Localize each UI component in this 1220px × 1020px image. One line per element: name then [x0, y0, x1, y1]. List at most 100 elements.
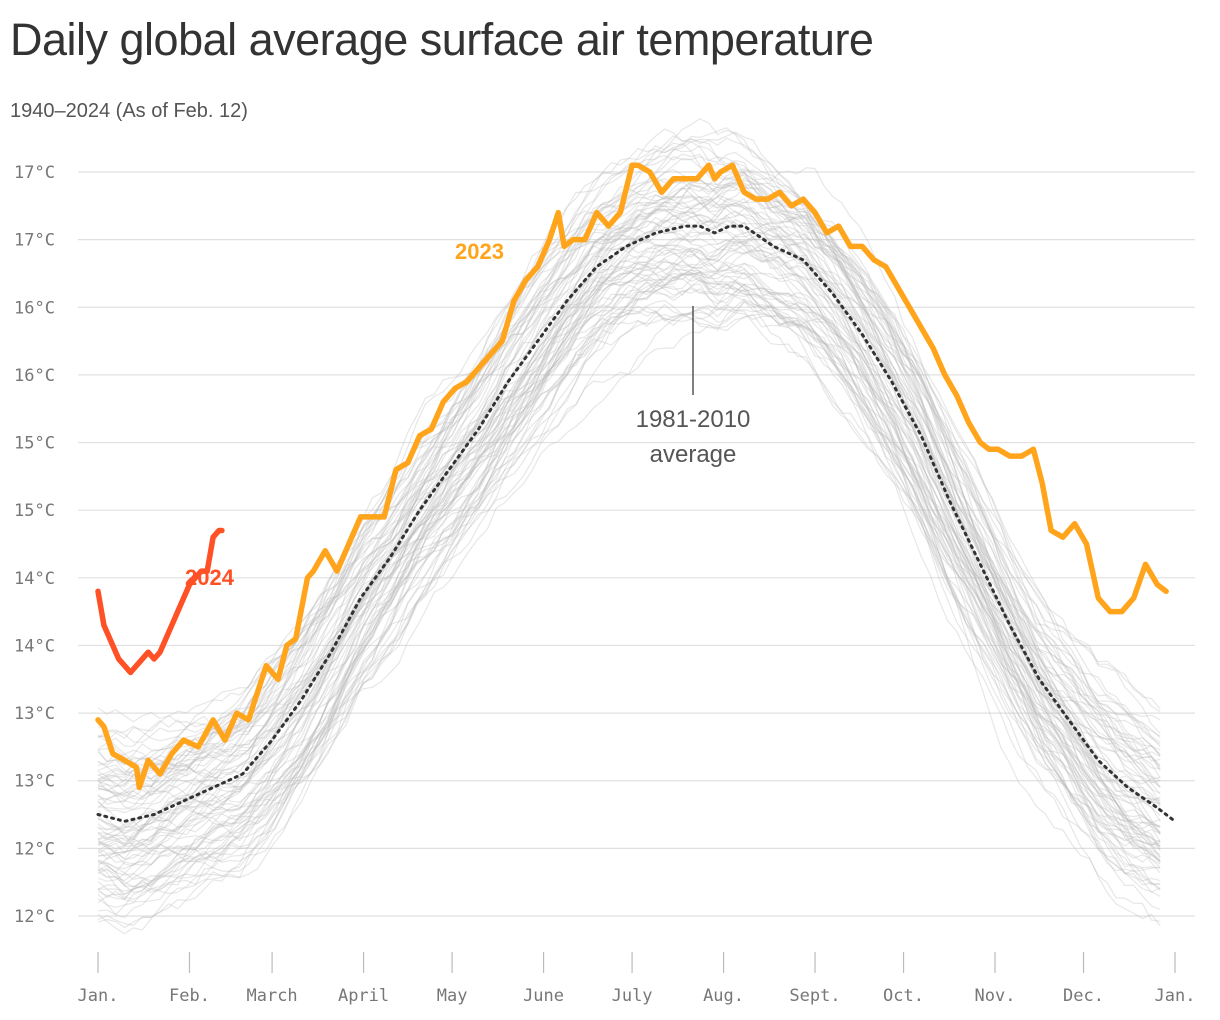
- x-tick-label: July: [612, 986, 653, 1006]
- history-year-line: [97, 167, 1161, 776]
- series-2024-line: [95, 527, 225, 676]
- average-line-group: [96, 224, 1177, 823]
- series-2023-group: [95, 162, 1169, 791]
- history-year-line: [97, 168, 1161, 787]
- history-year-line: [97, 135, 1161, 772]
- history-year-line: [97, 172, 1161, 792]
- history-year-line: [97, 186, 1161, 800]
- history-year-line: [97, 277, 1161, 888]
- x-tick-label: June: [523, 986, 564, 1006]
- average-annotation-line: 1981-2010: [636, 406, 751, 433]
- history-year-line: [97, 242, 1161, 847]
- x-tick-label: April: [338, 986, 389, 1006]
- history-year-line: [97, 268, 1161, 894]
- history-year-line: [97, 196, 1161, 810]
- history-year-line: [97, 214, 1161, 835]
- history-year-line: [97, 218, 1161, 818]
- history-year-line: [97, 220, 1161, 836]
- x-tick-label: Aug.: [703, 986, 744, 1006]
- history-year-line: [97, 281, 1161, 876]
- y-tick-label: 16°C: [14, 298, 55, 318]
- history-year-line: [97, 246, 1161, 865]
- average-annotation-line: average: [650, 441, 737, 468]
- history-year-line: [97, 298, 1161, 927]
- history-year-line: [97, 235, 1161, 847]
- history-year-line: [97, 176, 1161, 776]
- label-2023: 2023: [455, 239, 504, 264]
- y-tick-label: 13°C: [14, 772, 55, 792]
- x-axis-ticks: Jan. Feb. March April May June July Aug. Sept. Oc…: [78, 952, 1196, 1006]
- history-year-line: [97, 258, 1161, 855]
- history-year-line: [97, 249, 1161, 854]
- y-axis-ticks: 12°C 12°C 13°C 13°C 14°C 14°C 15°C 15°C 16°C 16°C…: [14, 163, 55, 927]
- history-year-line: [97, 183, 1161, 781]
- history-year-line: [97, 277, 1161, 860]
- history-year-line: [97, 268, 1161, 892]
- chart-subtitle: 1940–2024 (As of Feb. 12): [10, 100, 248, 122]
- history-year-line: [97, 155, 1161, 765]
- history-year-line: [97, 260, 1161, 882]
- y-tick-label: 14°C: [14, 636, 55, 656]
- history-year-line: [97, 195, 1161, 814]
- series-average-line: [96, 224, 1177, 823]
- history-year-line: [97, 210, 1161, 832]
- history-year-line: [97, 181, 1161, 766]
- history-year-line: [97, 196, 1161, 805]
- history-year-line: [97, 261, 1161, 867]
- y-tick-label: 16°C: [14, 366, 55, 386]
- history-year-line: [97, 208, 1161, 811]
- history-year-line: [97, 260, 1161, 867]
- history-year-line: [97, 272, 1161, 901]
- x-tick-label: Nov.: [975, 986, 1016, 1006]
- series-2023-line: [95, 162, 1169, 791]
- history-year-line: [97, 194, 1161, 804]
- history-year-line: [97, 312, 1161, 935]
- x-tick-label: Feb.: [169, 986, 210, 1006]
- x-tick-label: Jan.: [1155, 986, 1196, 1006]
- history-year-line: [97, 255, 1161, 886]
- chart-title: Daily global average surface air tempera…: [10, 14, 874, 65]
- y-tick-label: 15°C: [14, 501, 55, 521]
- history-year-line: [97, 228, 1161, 850]
- y-tick-label: 13°C: [14, 704, 55, 724]
- history-year-line: [97, 177, 1161, 785]
- historical-years-lines: [97, 118, 1161, 935]
- history-year-line: [97, 299, 1161, 908]
- label-2024: 2024: [185, 565, 235, 590]
- history-year-line: [97, 274, 1161, 884]
- history-year-line: [97, 240, 1161, 855]
- history-year-line: [97, 303, 1161, 929]
- history-year-line: [97, 236, 1161, 847]
- history-year-line: [97, 279, 1161, 900]
- history-year-line: [97, 187, 1161, 788]
- history-year-line: [97, 239, 1161, 873]
- grid-lines: [78, 171, 1195, 917]
- history-year-line: [97, 151, 1161, 767]
- history-year-line: [97, 171, 1161, 782]
- history-year-line: [97, 300, 1161, 895]
- history-year-line: [97, 236, 1161, 840]
- x-tick-label: Dec.: [1063, 986, 1104, 1006]
- series-2024-group: [95, 527, 225, 676]
- history-year-line: [97, 221, 1161, 856]
- history-year-line: [97, 200, 1161, 830]
- history-year-line: [97, 267, 1161, 864]
- history-year-line: [97, 208, 1161, 838]
- history-year-line: [97, 288, 1161, 919]
- y-tick-label: 15°C: [14, 434, 55, 454]
- x-tick-label: Sept.: [789, 986, 840, 1006]
- history-year-line: [97, 177, 1161, 809]
- y-tick-label: 17°C: [14, 231, 55, 251]
- history-year-line: [97, 288, 1161, 897]
- history-year-line: [97, 226, 1161, 846]
- history-year-line: [97, 271, 1161, 904]
- history-year-line: [97, 301, 1161, 900]
- x-tick-label: Jan.: [78, 986, 119, 1006]
- history-year-line: [97, 188, 1161, 796]
- x-tick-label: March: [246, 986, 297, 1006]
- history-year-line: [97, 179, 1161, 778]
- y-tick-label: 12°C: [14, 907, 55, 927]
- history-year-line: [97, 262, 1161, 882]
- history-year-line: [97, 118, 1161, 723]
- history-year-line: [97, 262, 1161, 893]
